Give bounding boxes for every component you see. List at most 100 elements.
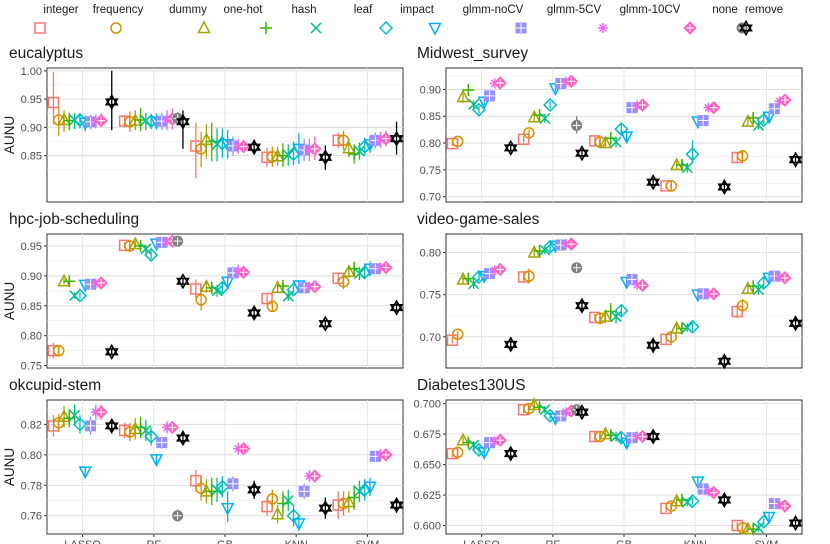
point-dummy bbox=[342, 264, 356, 278]
legend-item-frequency: frequency bbox=[93, 4, 144, 34]
point-remove bbox=[247, 139, 262, 156]
point-one-hot bbox=[276, 280, 289, 293]
point-remove bbox=[575, 297, 589, 314]
point-one-hot bbox=[205, 122, 218, 162]
point-glmm-10CV bbox=[778, 499, 792, 513]
x-tick-label: SVM bbox=[355, 539, 379, 544]
point-leaf bbox=[144, 113, 159, 130]
point-leaf bbox=[543, 97, 558, 113]
y-tick-label: 0.95 bbox=[21, 94, 42, 106]
legend-marker-square-icon bbox=[34, 22, 46, 34]
point-frequency bbox=[523, 268, 535, 284]
point-one-hot bbox=[604, 303, 617, 320]
panel-title: video-game-sales bbox=[417, 211, 540, 228]
point-hash bbox=[539, 112, 551, 124]
y-tick-label: 0.80 bbox=[420, 248, 441, 260]
point-leaf bbox=[144, 247, 159, 262]
point-hash bbox=[539, 404, 551, 416]
point-impact bbox=[292, 515, 306, 531]
point-frequency bbox=[736, 150, 749, 162]
point-glmm-10CV bbox=[379, 260, 393, 275]
legend-marker-circle-icon bbox=[110, 22, 122, 34]
point-remove bbox=[575, 145, 589, 162]
legend-item-glmm-5CV: glmm-5CV bbox=[547, 4, 608, 33]
point-impact bbox=[762, 511, 776, 525]
legend-label: impact bbox=[400, 4, 435, 16]
point-glmm-noCV bbox=[227, 476, 239, 492]
point-glmm-10CV bbox=[236, 265, 251, 279]
point-hash bbox=[468, 98, 480, 110]
legend-label: hash bbox=[292, 4, 317, 16]
point-integer bbox=[47, 71, 60, 125]
y-tick-label: 0.75 bbox=[420, 165, 441, 177]
x-tick-label: KNN bbox=[684, 539, 707, 544]
y-tick-label: 0.80 bbox=[21, 450, 42, 462]
point-glmm-10CV bbox=[94, 404, 108, 420]
x-tick-label: SVM bbox=[754, 539, 778, 544]
point-glmm-noCV bbox=[768, 103, 780, 115]
point-one-hot bbox=[462, 272, 475, 285]
y-tick-label: 0.625 bbox=[413, 490, 441, 502]
point-glmm-10CV bbox=[308, 136, 322, 161]
legend-label: one-hot bbox=[223, 4, 263, 16]
y-tick-label: 0.70 bbox=[420, 332, 441, 344]
y-axis-label: AUNU bbox=[2, 282, 17, 320]
point-dummy bbox=[741, 113, 755, 127]
point-remove bbox=[717, 491, 732, 508]
legend-label: glmm-5CV bbox=[547, 4, 602, 16]
point-frequency bbox=[53, 344, 65, 357]
point-none bbox=[172, 509, 184, 522]
y-tick-label: 0.650 bbox=[413, 460, 441, 472]
point-one-hot bbox=[604, 131, 617, 145]
point-glmm-10CV bbox=[379, 448, 393, 462]
point-glmm-10CV bbox=[165, 420, 180, 435]
point-frequency bbox=[266, 300, 279, 313]
point-glmm-10CV bbox=[493, 433, 507, 447]
point-remove bbox=[503, 336, 518, 353]
point-remove bbox=[788, 315, 803, 332]
point-frequency bbox=[523, 127, 535, 139]
point-glmm-noCV bbox=[697, 115, 709, 127]
point-glmm-10CV bbox=[635, 98, 650, 112]
point-leaf bbox=[215, 128, 230, 158]
point-glmm-10CV bbox=[236, 442, 251, 456]
point-impact bbox=[78, 466, 92, 480]
point-one-hot bbox=[348, 261, 361, 276]
point-impact bbox=[363, 477, 377, 496]
point-none bbox=[172, 235, 184, 247]
panels: eucalyptus 0.85 0.90 0.95 1.00 AUNU Midwest_su… bbox=[2, 45, 803, 544]
point-frequency bbox=[195, 289, 207, 311]
point-remove bbox=[247, 480, 262, 499]
point-leaf bbox=[72, 415, 88, 434]
point-leaf bbox=[357, 265, 372, 280]
legend-item-glmm-noCV: glmm-noCV bbox=[463, 4, 527, 34]
point-frequency bbox=[452, 328, 464, 341]
legend-label: frequency bbox=[93, 4, 144, 16]
point-hash bbox=[468, 439, 480, 451]
y-tick-label: 0.85 bbox=[21, 301, 42, 313]
y-tick-label: 0.75 bbox=[21, 361, 42, 373]
point-remove bbox=[646, 337, 661, 354]
point-frequency bbox=[266, 489, 279, 509]
point-dummy bbox=[598, 426, 613, 440]
point-dummy bbox=[741, 281, 755, 295]
y-tick-label: 0.85 bbox=[420, 111, 441, 123]
point-remove bbox=[176, 273, 190, 290]
legend-label: none bbox=[712, 4, 738, 16]
point-remove bbox=[503, 139, 518, 156]
point-hash bbox=[610, 136, 622, 148]
point-remove bbox=[788, 514, 803, 532]
y-tick-label: 0.80 bbox=[21, 331, 42, 343]
point-glmm-10CV bbox=[308, 279, 322, 294]
point-one-hot bbox=[675, 493, 688, 506]
point-frequency bbox=[665, 180, 678, 192]
point-leaf bbox=[471, 102, 487, 117]
panel-Diabetes130US: Diabetes130US 0.600 0.625 0.650 0.675 0.700 LA… bbox=[413, 377, 803, 544]
point-glmm-10CV bbox=[707, 100, 721, 115]
legend-item-one-hot: one-hot bbox=[223, 4, 272, 34]
legend-marker-diamond-icon bbox=[378, 20, 394, 36]
point-glmm-noCV bbox=[85, 416, 97, 436]
point-leaf bbox=[756, 112, 771, 128]
point-leaf bbox=[72, 288, 88, 303]
legend-marker-triangle-icon bbox=[197, 20, 211, 34]
